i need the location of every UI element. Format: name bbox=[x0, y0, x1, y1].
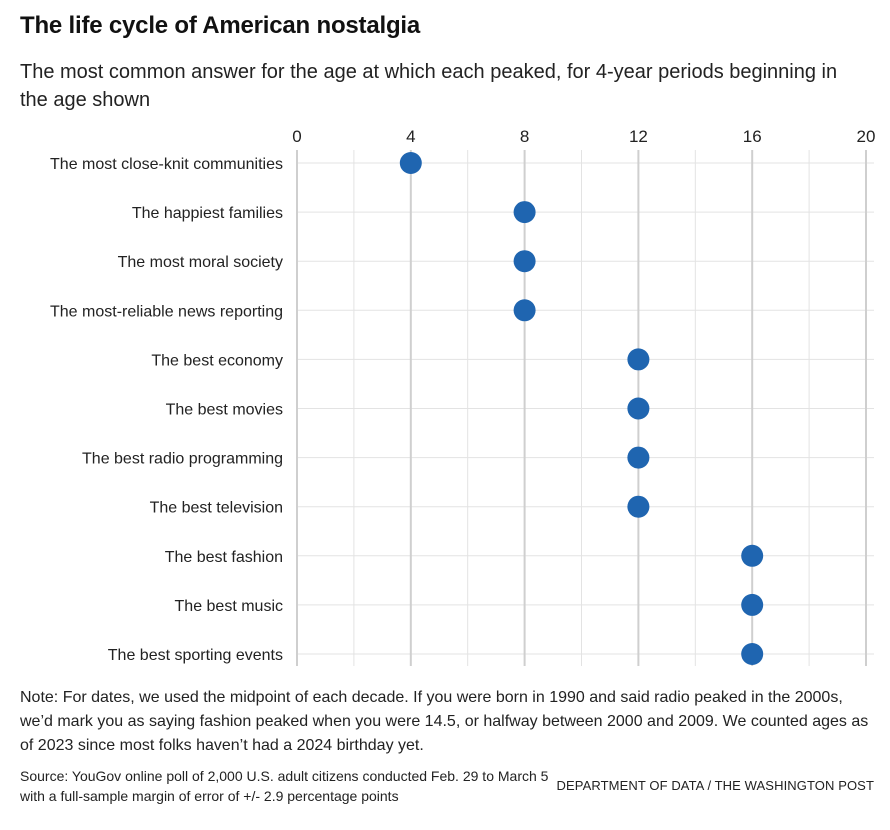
category-label: The best radio programming bbox=[82, 451, 283, 468]
data-point bbox=[741, 643, 764, 665]
chart-title: The life cycle of American nostalgia bbox=[20, 12, 421, 39]
chart-source: Source: YouGov online poll of 2,000 U.S.… bbox=[20, 768, 549, 804]
x-tick-label: 8 bbox=[520, 127, 529, 146]
data-point bbox=[513, 250, 536, 273]
category-label: The best fashion bbox=[165, 549, 283, 566]
grid-layer bbox=[296, 150, 874, 666]
data-point bbox=[513, 299, 536, 322]
category-label: The most-reliable news reporting bbox=[50, 303, 283, 320]
data-point bbox=[513, 201, 536, 224]
chart-subtitle: The most common answer for the age at wh… bbox=[20, 61, 838, 111]
x-tick-label: 4 bbox=[406, 127, 415, 146]
x-tick-label: 16 bbox=[743, 127, 762, 146]
category-label: The most moral society bbox=[118, 254, 283, 271]
category-label: The best economy bbox=[151, 352, 283, 369]
data-point bbox=[627, 348, 650, 371]
data-point bbox=[741, 544, 764, 567]
data-point bbox=[627, 495, 650, 518]
category-label: The best music bbox=[175, 598, 283, 615]
data-point bbox=[741, 593, 764, 616]
category-labels: The most close-knit communities The happi… bbox=[50, 156, 283, 664]
category-label: The happiest families bbox=[132, 205, 283, 222]
chart-credit: DEPARTMENT OF DATA / THE WASHINGTON POST bbox=[556, 778, 874, 793]
category-label: The best sporting events bbox=[108, 647, 283, 664]
data-point bbox=[399, 152, 422, 174]
x-tick-label: 20 bbox=[857, 127, 876, 146]
data-point bbox=[627, 397, 650, 420]
x-tick-label: 12 bbox=[629, 127, 648, 146]
category-label: The most close-knit communities bbox=[50, 156, 283, 173]
dot-chart: 0 4 8 12 16 20 The most close-knit communitie… bbox=[50, 127, 875, 666]
data-point bbox=[627, 446, 650, 469]
category-label: The best movies bbox=[166, 402, 283, 419]
category-label: The best television bbox=[150, 500, 283, 517]
data-points bbox=[399, 152, 764, 665]
x-tick-label: 0 bbox=[292, 127, 301, 146]
chart-note: Note: For dates, we used the midpoint of… bbox=[20, 689, 869, 754]
x-axis-ticks: 0 4 8 12 16 20 bbox=[292, 127, 875, 146]
